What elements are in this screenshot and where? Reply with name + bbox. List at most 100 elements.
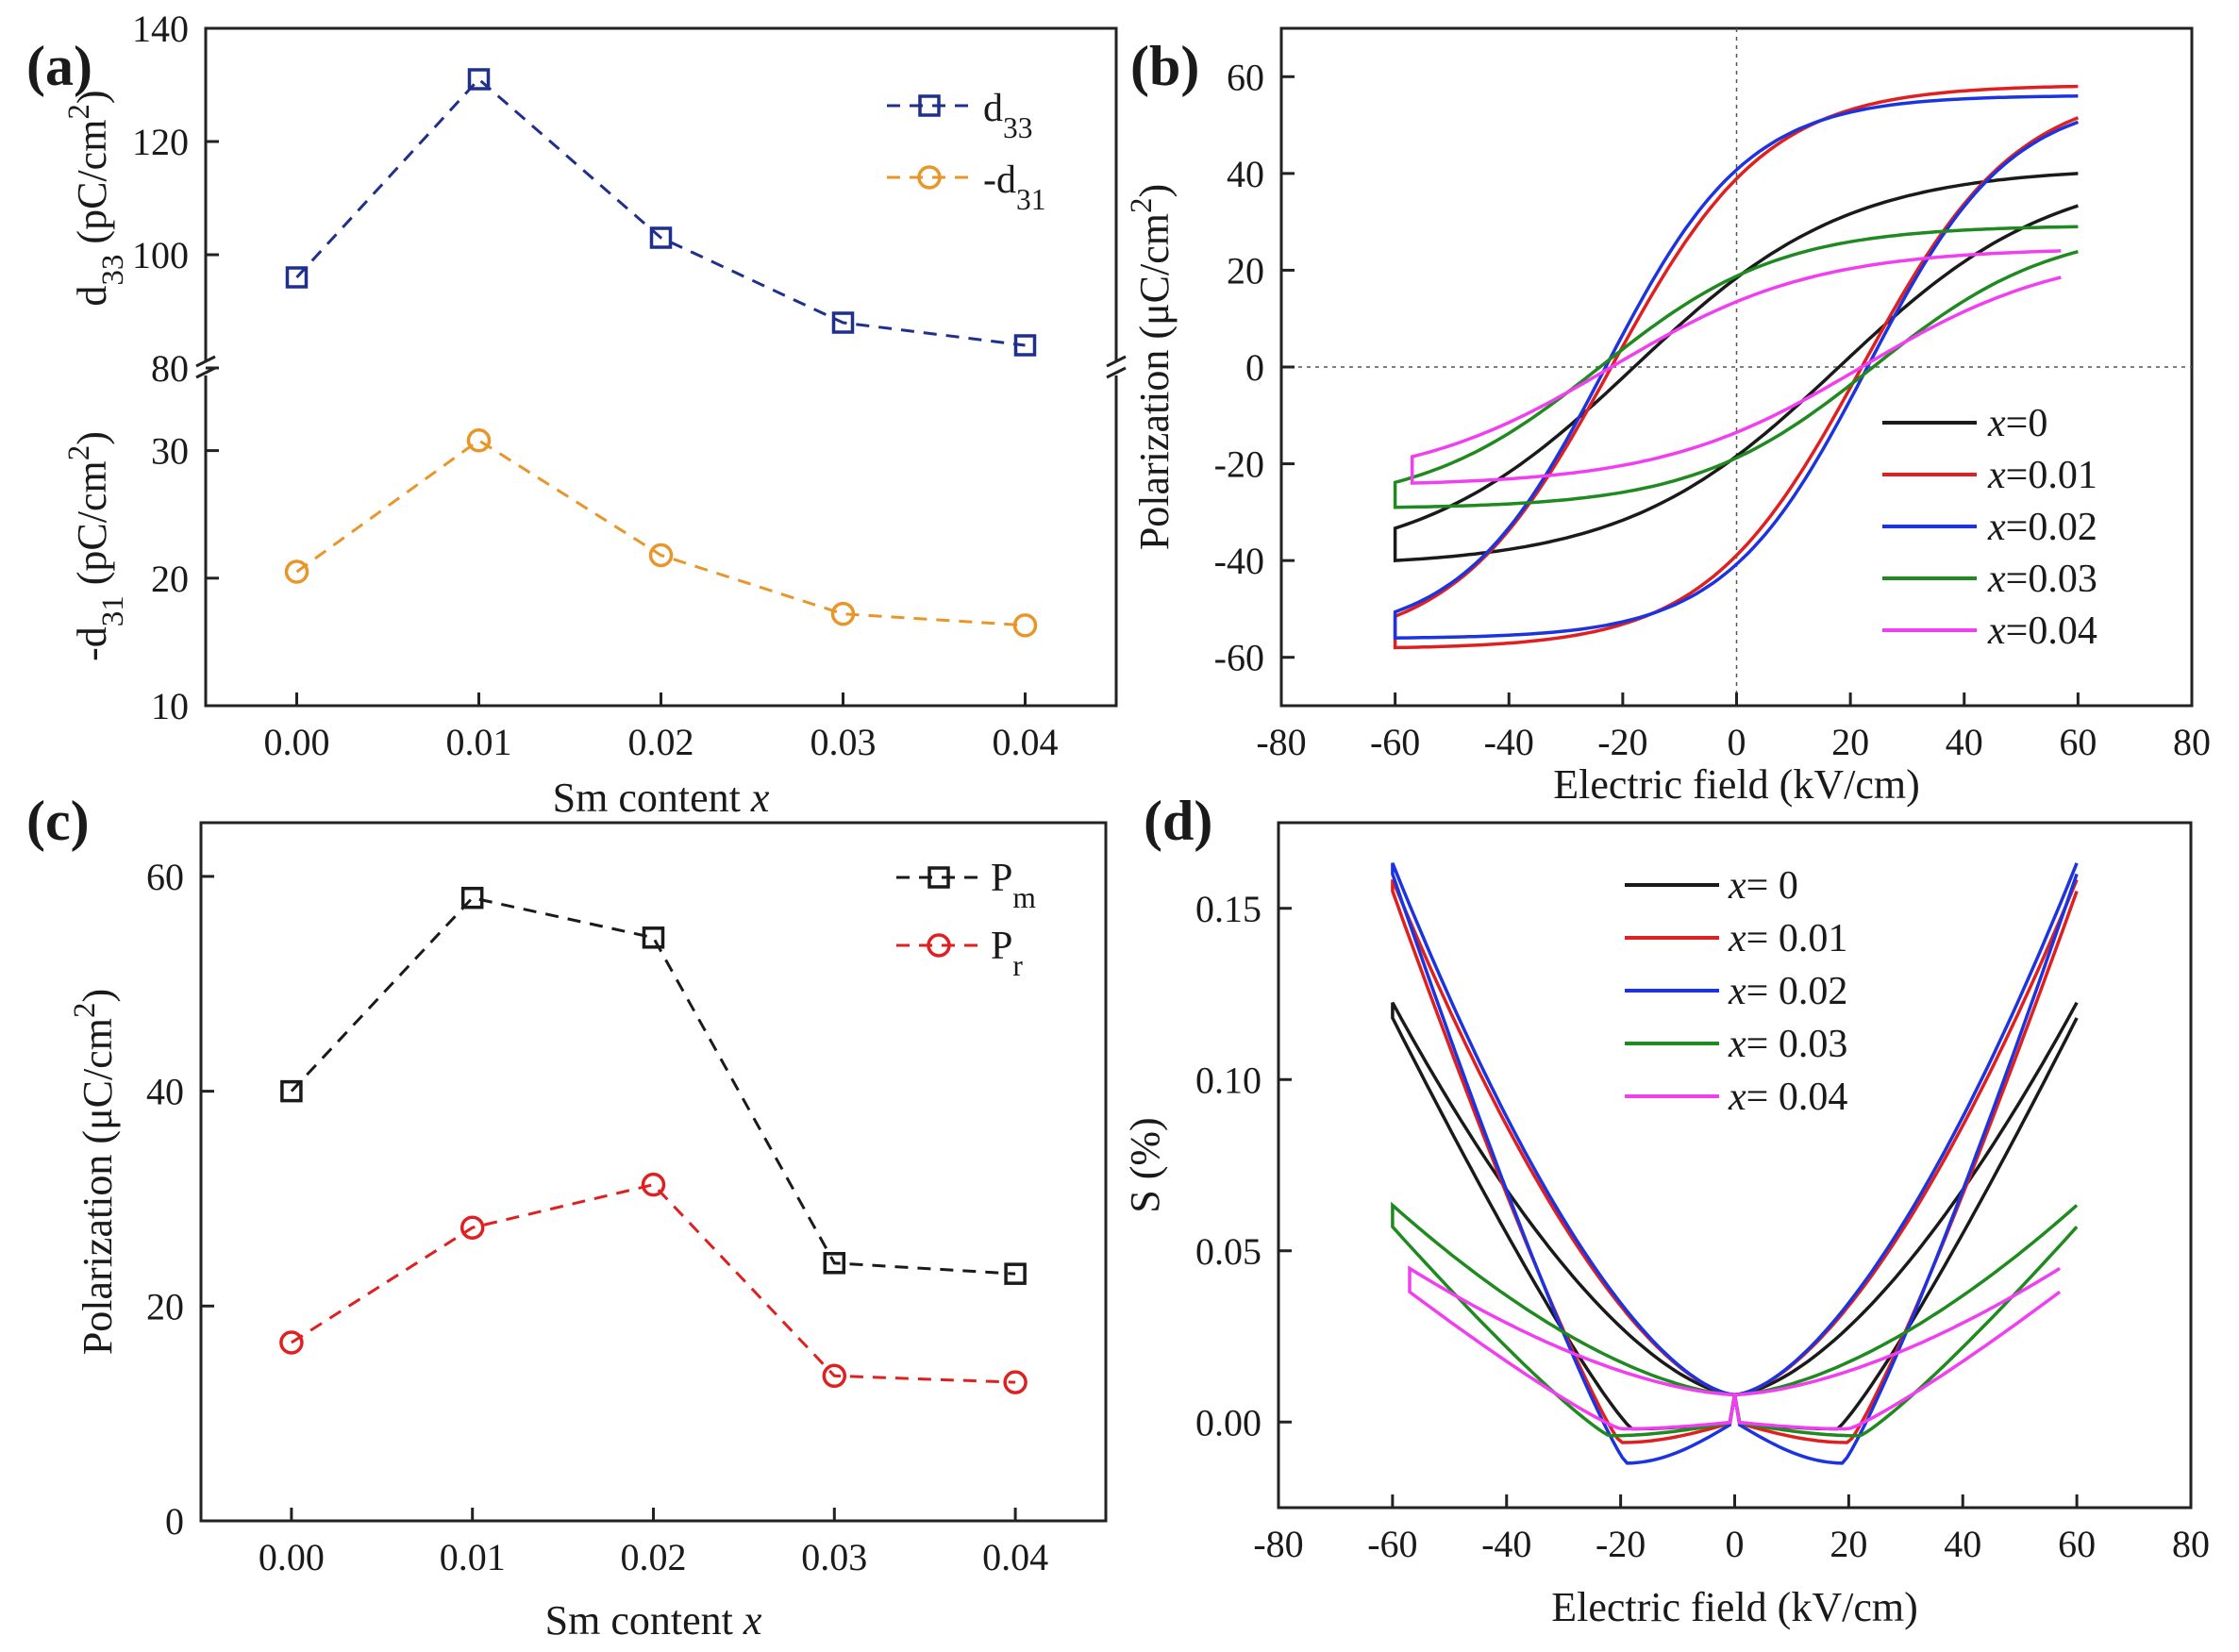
x-tick-label: -80 <box>1256 721 1306 763</box>
x-tick-label: 0.04 <box>993 721 1059 763</box>
y-tick-label: 0.10 <box>1195 1059 1262 1101</box>
y-tick-label: 40 <box>146 1071 184 1113</box>
panel-label-c: (c) <box>26 790 90 852</box>
legend-label-1: Pr <box>991 925 1023 982</box>
x-tick-label: 0.00 <box>259 1536 325 1578</box>
Pm-point <box>642 926 665 949</box>
x-tick-label: -20 <box>1597 721 1647 763</box>
legend-label-1: x= 0.01 <box>1728 917 1847 960</box>
x-tick-label: 40 <box>1944 1523 1981 1565</box>
x-tick-label: -60 <box>1367 1523 1417 1565</box>
series-d33-line <box>295 76 1026 347</box>
x-tick-label: 60 <box>2058 1523 2096 1565</box>
s-loop-3 <box>1391 1201 2079 1438</box>
x-axis-title: Sm content x <box>553 775 770 821</box>
y-tick-label: -40 <box>1214 540 1264 582</box>
panel-a: (a) 80 100 120 140 10 20 30 0.00 0.01 0.02 0.03 0.04… <box>26 8 1127 821</box>
y-tick-label: 0 <box>1245 346 1264 389</box>
x-tick-label: 20 <box>1831 721 1869 763</box>
x-tick-label: 0.04 <box>982 1536 1048 1578</box>
legend-marker-0 <box>927 866 950 889</box>
legend-label-1: x=0.01 <box>1987 454 2097 497</box>
series-Pr-line <box>291 1183 1016 1384</box>
x-tick-label: 80 <box>2173 721 2211 763</box>
y-axis-title: S (%) <box>1122 1117 1168 1212</box>
x-tick-label: 0.02 <box>621 1536 687 1578</box>
s-loop-1 <box>1391 878 2079 1444</box>
panel-c: (c) 0 20 40 60 0.00 0.01 0.02 0.03 0.04 Sm content… <box>26 790 1108 1644</box>
panel-label-a: (a) <box>26 35 92 97</box>
Pm-point <box>823 1252 846 1275</box>
d31-point <box>284 559 309 584</box>
x-tick-label: -80 <box>1253 1523 1303 1565</box>
legend-label-3: x= 0.03 <box>1728 1023 1847 1066</box>
x-tick-label: -40 <box>1484 721 1534 763</box>
x-axis-title: Electric field (kV/cm) <box>1551 1584 1917 1630</box>
legend-label-4: x= 0.04 <box>1728 1076 1847 1119</box>
y-tick-label: 60 <box>146 856 184 898</box>
y-axis-title-upper: d33 (pC/cm2) <box>62 90 130 306</box>
y-tick-label-lower: 20 <box>151 558 189 600</box>
x-tick-label: 40 <box>1946 721 1983 763</box>
y-tick-label: 0.00 <box>1195 1401 1262 1443</box>
y-axis-title: Polarization (μC/cm2) <box>1125 184 1178 550</box>
plot-frame-top <box>204 26 1118 360</box>
y-tick-label-upper: 140 <box>132 8 189 50</box>
axis-break-mark <box>195 355 1127 379</box>
y-tick-label: 20 <box>1227 249 1264 292</box>
y-tick-label-upper: 100 <box>132 234 189 276</box>
y-tick-label: 0.05 <box>1195 1230 1262 1273</box>
x-tick-label: 0.01 <box>446 721 512 763</box>
y-tick-label-lower: 30 <box>151 430 189 473</box>
legend-label-0: x=0 <box>1987 402 2047 445</box>
y-tick-label: 60 <box>1227 56 1264 98</box>
legend-label-0: Pm <box>991 857 1036 914</box>
pe-loop-0 <box>1393 172 2079 562</box>
s-loop-2 <box>1391 862 2079 1465</box>
Pm-point <box>1004 1262 1027 1285</box>
s-loop-4 <box>1408 1265 2062 1431</box>
Pr-point <box>279 1330 304 1355</box>
panel-d: (d) -80 -60 -40 -20 0 20 40 60 80 0.00 0.05 0.10 0.15… <box>1122 790 2210 1630</box>
y-tick-label: 40 <box>1227 153 1264 195</box>
x-tick-label: -40 <box>1481 1523 1531 1565</box>
Pm-point <box>460 886 484 909</box>
d33-point <box>831 311 855 334</box>
x-tick-label: 20 <box>1830 1523 1867 1565</box>
Pr-point <box>822 1363 847 1389</box>
x-tick-label: 0.01 <box>440 1536 506 1578</box>
d31-point <box>1012 613 1038 638</box>
x-tick-label: 80 <box>2172 1523 2210 1565</box>
d31-point <box>830 601 856 626</box>
legend-label-4: x=0.04 <box>1987 609 2097 653</box>
Pm-point <box>280 1079 303 1103</box>
legend-label-0: x= 0 <box>1728 864 1798 908</box>
pe-loop-2 <box>1393 94 2080 640</box>
legend-d33-label: d33 <box>983 87 1033 144</box>
legend-label-2: x= 0.02 <box>1728 970 1847 1013</box>
x-tick-label: 0.00 <box>264 721 330 763</box>
x-axis-title: Sm content x <box>545 1597 762 1644</box>
y-tick-label-lower: 10 <box>151 685 189 727</box>
legend-d33-marker <box>918 94 941 117</box>
Pr-point <box>641 1172 666 1197</box>
legend-label-2: x=0.02 <box>1987 506 2097 549</box>
d33-point <box>1013 334 1037 357</box>
legend-label-3: x=0.03 <box>1987 558 2097 601</box>
panel-label-d: (d) <box>1144 790 1212 852</box>
y-tick-label: 0.15 <box>1195 888 1262 930</box>
x-tick-label: -20 <box>1596 1523 1646 1565</box>
d33-point <box>649 226 673 249</box>
y-tick-label-upper: 120 <box>132 121 189 163</box>
pe-loop-4 <box>1410 249 2062 485</box>
x-tick-label: 0.03 <box>810 721 877 763</box>
legend-marker-1 <box>927 933 951 958</box>
y-axis-title: Polarization (μC/cm2) <box>68 989 121 1355</box>
d33-point <box>285 266 309 289</box>
legend-d31-label: -d31 <box>983 159 1046 216</box>
y-tick-label: -20 <box>1214 443 1264 486</box>
y-tick-label-upper: 80 <box>151 347 189 390</box>
Pr-point <box>1003 1370 1028 1394</box>
panel-label-b: (b) <box>1130 35 1199 97</box>
series-d31-line <box>295 438 1026 627</box>
